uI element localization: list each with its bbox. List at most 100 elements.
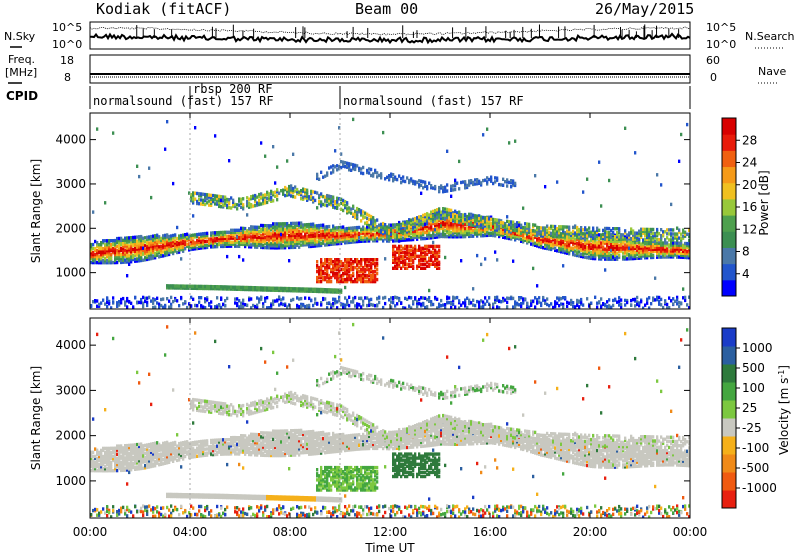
power-cell xyxy=(412,264,415,268)
power-cell xyxy=(534,296,537,300)
power-cell xyxy=(442,303,445,307)
power-cell xyxy=(206,197,209,201)
power-cell xyxy=(258,225,261,230)
power-cell xyxy=(456,295,459,300)
power-cell xyxy=(494,230,497,234)
power-cell xyxy=(486,227,489,232)
power-cell xyxy=(326,260,329,264)
power-cell xyxy=(424,220,427,225)
power-cell xyxy=(288,243,291,248)
power-cell xyxy=(436,216,439,220)
power-cell xyxy=(138,245,141,249)
power-cell xyxy=(642,229,645,233)
power-cell xyxy=(410,236,413,240)
power-cell xyxy=(356,227,359,232)
power-cell xyxy=(330,236,333,241)
power-cell xyxy=(388,239,391,243)
power-cell xyxy=(302,237,305,241)
power-cell xyxy=(590,236,593,240)
power-cell xyxy=(122,256,125,260)
power-cell xyxy=(644,254,647,258)
power-cell xyxy=(200,232,203,236)
power-cell xyxy=(530,238,533,242)
power-cell xyxy=(396,226,399,230)
power-cell xyxy=(352,238,355,242)
power-cell xyxy=(218,304,221,308)
power-cell xyxy=(396,250,399,254)
power-cell xyxy=(408,221,411,225)
power-cell xyxy=(440,212,443,216)
power-cell xyxy=(428,248,431,252)
power-cell xyxy=(552,230,555,235)
power-cell xyxy=(138,253,141,257)
power-cell xyxy=(128,246,131,250)
power-cell xyxy=(270,224,273,228)
power-cell xyxy=(422,303,425,307)
power-cell xyxy=(620,237,623,241)
power-cell xyxy=(356,210,359,215)
power-cell xyxy=(412,233,415,238)
power-cell xyxy=(586,234,589,238)
power-cell xyxy=(404,244,407,249)
power-cell xyxy=(526,235,529,239)
power-cell xyxy=(324,237,327,241)
power-cell xyxy=(416,222,419,226)
power-cell xyxy=(516,231,519,235)
power-cell xyxy=(280,288,283,293)
power-cell xyxy=(624,298,627,303)
power-cell xyxy=(458,301,461,305)
power-cell xyxy=(286,159,289,163)
power-cell xyxy=(250,203,253,207)
power-cell xyxy=(348,166,351,170)
power-cell xyxy=(268,192,271,196)
power-cell xyxy=(368,237,371,241)
power-cell xyxy=(404,230,407,235)
power-cell xyxy=(254,245,257,249)
power-cell xyxy=(114,244,117,249)
power-cell xyxy=(506,178,509,182)
power-cell xyxy=(642,248,645,252)
power-cell xyxy=(260,227,263,232)
power-cell xyxy=(106,300,109,305)
power-cell xyxy=(152,248,155,252)
power-cell xyxy=(486,218,489,223)
power-cell xyxy=(522,232,525,236)
power-cell xyxy=(576,225,579,230)
power-cell xyxy=(322,225,325,229)
power-cell xyxy=(146,257,149,262)
power-cell xyxy=(356,261,359,266)
power-cell xyxy=(208,237,211,241)
power-cell xyxy=(582,234,585,238)
power-cell xyxy=(432,231,435,236)
power-cell xyxy=(292,287,295,291)
power-cell xyxy=(574,233,577,237)
power-cell xyxy=(408,223,411,227)
power-cell xyxy=(230,230,233,234)
power-cell xyxy=(422,223,425,228)
power-cell xyxy=(424,262,427,266)
power-cell xyxy=(406,232,409,236)
power-cell xyxy=(252,286,255,290)
power-cell xyxy=(632,242,635,247)
power-cell xyxy=(528,228,531,232)
power-cell xyxy=(590,301,593,305)
power-cell xyxy=(252,227,255,231)
power-cell xyxy=(420,262,423,266)
power-cell xyxy=(126,258,129,262)
power-cell xyxy=(256,241,259,245)
power-cell xyxy=(628,233,631,237)
power-cell xyxy=(260,243,263,248)
power-cell xyxy=(176,284,179,288)
power-cell xyxy=(242,242,245,247)
power-cell xyxy=(296,221,299,225)
power-cell xyxy=(170,295,173,300)
power-cell xyxy=(120,242,123,247)
power-cell xyxy=(252,204,255,208)
power-cell xyxy=(282,296,285,300)
power-cell xyxy=(450,233,453,237)
power-cell xyxy=(516,221,519,225)
power-cell xyxy=(282,192,285,196)
power-cell xyxy=(264,239,267,244)
power-cell xyxy=(334,261,337,266)
power-cell xyxy=(330,260,333,264)
